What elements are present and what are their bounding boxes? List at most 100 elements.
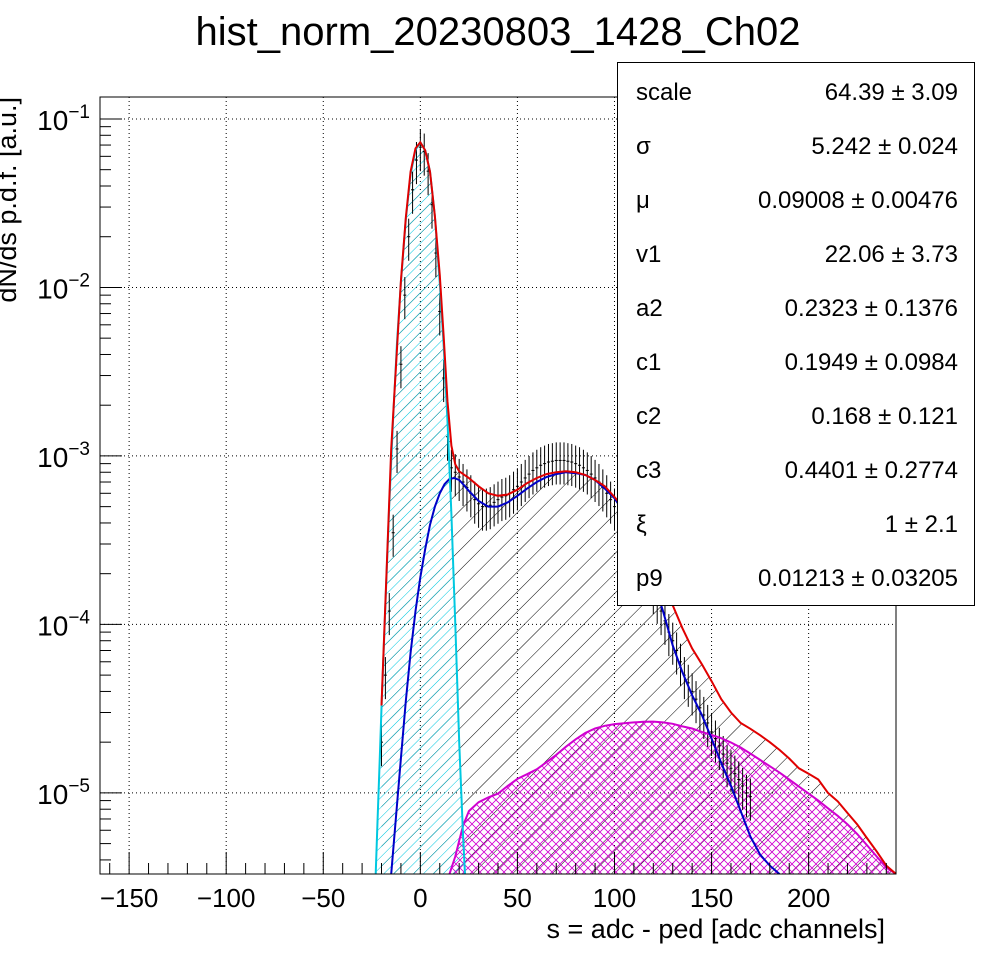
data-point xyxy=(574,445,578,488)
x-tick-label: −50 xyxy=(301,883,345,913)
data-point xyxy=(407,218,411,261)
data-point xyxy=(748,778,752,821)
pedestal-area xyxy=(375,142,465,874)
data-point xyxy=(558,442,562,485)
data-point xyxy=(539,447,543,490)
data-point xyxy=(523,459,527,502)
stat-value: 64.39 ± 3.09 xyxy=(824,79,958,106)
stat-row: p9 0.01213 ± 0.03205 xyxy=(618,551,974,605)
stat-value: 22.06 ± 3.73 xyxy=(824,241,958,268)
y-tick-label: 10−1 xyxy=(37,102,90,136)
stat-name: c1 xyxy=(636,349,662,376)
stat-value: 0.4401 ± 0.2774 xyxy=(784,457,958,484)
data-point xyxy=(605,475,609,518)
data-point xyxy=(609,481,613,524)
data-point xyxy=(403,277,407,320)
data-point xyxy=(411,171,415,214)
stat-name: scale xyxy=(636,79,693,106)
y-axis-label: dN/ds p.d.f. [a.u.] xyxy=(0,97,22,303)
data-point xyxy=(737,761,741,804)
data-point xyxy=(546,443,550,487)
chart-title: hist_norm_20230803_1428_Ch02 xyxy=(195,10,801,54)
stat-name: c2 xyxy=(636,403,662,430)
data-point xyxy=(543,445,547,488)
stat-name: v1 xyxy=(636,241,662,268)
stat-row: c2 0.168 ± 0.121 xyxy=(618,389,974,443)
stat-row: scale 64.39 ± 3.09 xyxy=(618,65,974,119)
data-point xyxy=(480,488,484,531)
x-tick-label: 100 xyxy=(593,883,636,913)
data-point xyxy=(741,767,745,810)
data-point xyxy=(391,514,395,557)
stat-value: 0.1949 ± 0.0984 xyxy=(784,349,958,376)
stat-row: c3 0.4401 ± 0.2774 xyxy=(618,443,974,497)
single-pe-curve xyxy=(390,471,781,874)
data-point xyxy=(566,443,570,486)
data-point xyxy=(554,442,558,485)
y-tick-label: 10−2 xyxy=(37,270,90,304)
data-point xyxy=(531,452,535,495)
stat-name: ξ xyxy=(636,511,647,538)
data-point xyxy=(550,443,554,486)
stat-value: 0.168 ± 0.121 xyxy=(811,403,958,430)
data-point xyxy=(535,449,539,492)
y-tick-label: 10−3 xyxy=(37,439,90,473)
fill-areas xyxy=(375,142,896,874)
data-point xyxy=(562,442,566,485)
stat-name: c3 xyxy=(636,457,662,484)
x-tick-label: 150 xyxy=(690,883,733,913)
data-point xyxy=(492,484,496,527)
stat-value: 0.09008 ± 0.00476 xyxy=(757,187,958,214)
x-tick-label: −150 xyxy=(100,883,159,913)
data-point xyxy=(585,452,589,495)
fit-curves xyxy=(374,140,896,874)
stat-value: 0.01213 ± 0.03205 xyxy=(757,565,958,592)
data-point xyxy=(496,481,500,524)
data-point xyxy=(706,704,710,748)
data-point xyxy=(500,478,504,522)
data-point xyxy=(581,449,585,492)
multi-pe-curve xyxy=(448,720,896,874)
data-point xyxy=(383,657,387,700)
stat-row: v1 22.06 ± 3.73 xyxy=(618,227,974,281)
stat-row: μ 0.09008 ± 0.00476 xyxy=(618,173,974,227)
data-point xyxy=(418,129,422,172)
data-point xyxy=(387,592,391,636)
fit-stats-box: scale 64.39 ± 3.09 σ 5.242 ± 0.024 μ 0.0900… xyxy=(617,62,975,606)
stat-row: σ 5.242 ± 0.024 xyxy=(618,119,974,173)
stat-name: p9 xyxy=(636,565,663,592)
x-tick-label: 50 xyxy=(503,883,532,913)
x-axis-label: s = adc - ped [adc channels] xyxy=(547,914,885,944)
y-tick-label: 10−5 xyxy=(37,776,90,810)
x-tick-label: 200 xyxy=(787,883,830,913)
y-tick-label: 10−4 xyxy=(37,607,90,641)
multi-pe-area xyxy=(449,721,896,874)
stat-name: a2 xyxy=(636,295,663,322)
data-point xyxy=(570,443,574,487)
x-tick-label: 0 xyxy=(413,883,427,913)
total-fit-curve xyxy=(380,140,896,874)
data-point xyxy=(519,463,523,507)
stat-value: 0.2323 ± 0.1376 xyxy=(784,295,958,322)
stat-row: ξ 1 ± 2.1 xyxy=(618,497,974,551)
data-point xyxy=(717,727,721,770)
data-point xyxy=(733,755,737,798)
stat-value: 5.242 ± 0.024 xyxy=(811,133,958,160)
data-point xyxy=(725,745,729,788)
data-point xyxy=(745,774,749,817)
data-point xyxy=(473,481,477,524)
data-point xyxy=(395,430,399,473)
data-point xyxy=(399,346,403,389)
stat-row: c1 0.1949 ± 0.0984 xyxy=(618,335,974,389)
x-tick-label: −100 xyxy=(197,883,256,913)
data-point xyxy=(477,485,481,528)
stat-value: 1 ± 2.1 xyxy=(884,511,958,538)
data-point xyxy=(713,720,717,763)
data-point xyxy=(578,447,582,490)
data-point xyxy=(527,456,531,499)
total-fit-area xyxy=(381,142,896,874)
stat-name: σ xyxy=(636,133,651,160)
stat-name: μ xyxy=(636,187,650,214)
axes: −150 −100 −50 0 50 100 150 200 10−5 10−4 10−3 10−2 1… xyxy=(37,102,887,913)
stat-row: a2 0.2323 ± 0.1376 xyxy=(618,281,974,335)
